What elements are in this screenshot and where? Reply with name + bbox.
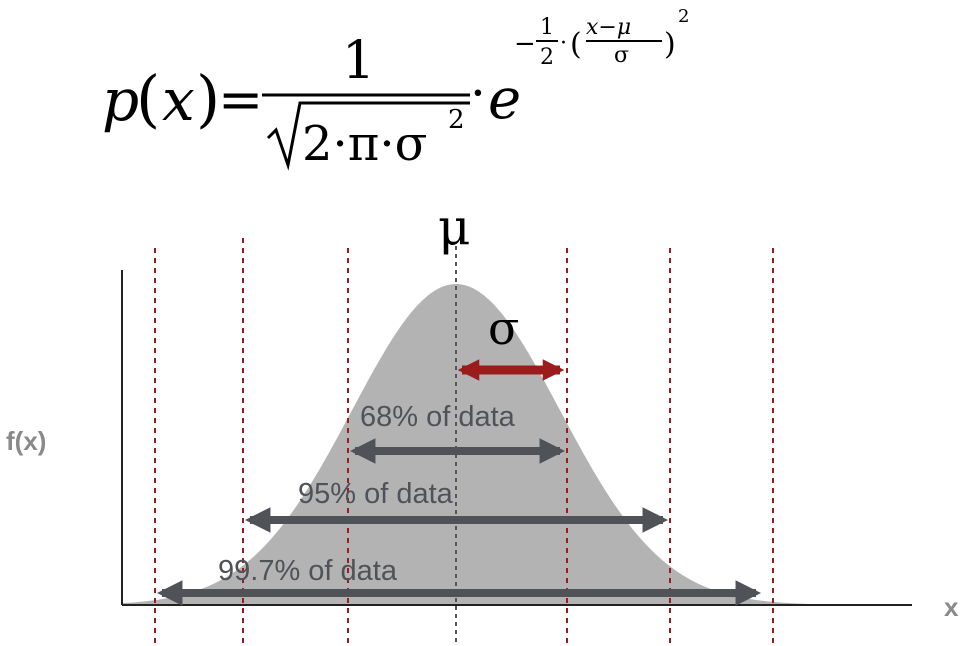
- formula-base-e: e: [488, 67, 521, 132]
- exponent-dot: ·: [560, 31, 567, 56]
- sigma-label: σ: [488, 301, 519, 355]
- formula-open-paren: (: [136, 62, 160, 135]
- exponent-half-numerator: 1: [540, 15, 554, 40]
- exponent-half-denominator: 2: [540, 45, 554, 70]
- exponent-frac-numerator: x−μ: [586, 15, 631, 40]
- formula-equals: =: [218, 68, 263, 131]
- exponent-power: 2: [678, 6, 689, 27]
- formula-numerator: 1: [342, 31, 375, 91]
- formula-lhs-func: p: [102, 66, 139, 134]
- formula-sqrt-body: 2·π·σ: [302, 116, 427, 172]
- band-95-label: 95% of data: [298, 478, 454, 510]
- formula-close-paren: ): [196, 62, 220, 135]
- pdf-formula: p ( x ) = 1 2·π·σ 2 · e − 1 2 · ( x−μ σ …: [102, 6, 689, 172]
- exponent-close-paren: ): [664, 27, 676, 62]
- sigma-guide-lines: [154, 238, 774, 646]
- band-68-label: 68% of data: [360, 401, 516, 433]
- x-axis-label: x: [944, 592, 959, 622]
- mu-label: μ: [438, 198, 471, 256]
- formula-exponent: − 1 2 · ( x−μ σ ) 2: [514, 6, 689, 70]
- y-axis-label: f(x): [6, 426, 46, 456]
- formula-dot: ·: [470, 64, 486, 122]
- formula-sqrt-symbol: [266, 101, 470, 171]
- formula-lhs-var: x: [162, 66, 195, 134]
- band-997-label: 99.7% of data: [218, 555, 398, 587]
- exponent-open-paren: (: [570, 27, 582, 62]
- exponent-sign: −: [514, 29, 536, 59]
- exponent-frac-denominator: σ: [614, 43, 629, 68]
- formula-sqrt-exponent: 2: [448, 105, 465, 135]
